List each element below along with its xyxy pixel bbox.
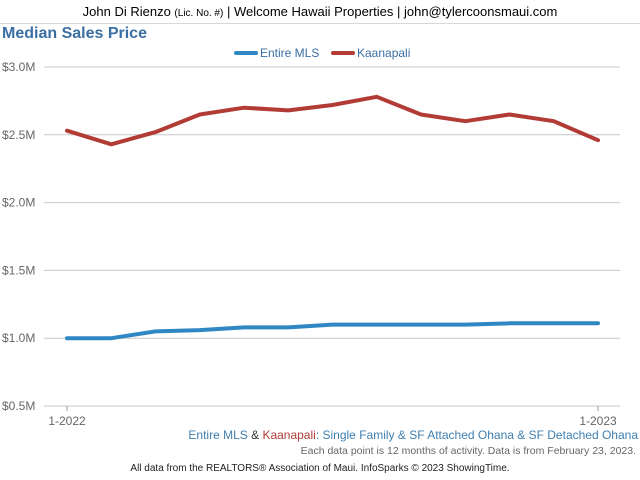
data-point	[376, 96, 378, 98]
x-tick-label: 1-2022	[48, 414, 86, 428]
data-point	[110, 337, 112, 339]
data-point	[243, 326, 245, 328]
y-tick-label: $1.5M	[2, 263, 35, 277]
data-point	[464, 120, 466, 122]
license-number: (Lic. No. #)	[174, 8, 224, 19]
data-point	[509, 113, 510, 115]
data-point	[597, 322, 599, 324]
data-point	[597, 139, 599, 141]
legend: Entire MLS Kaanapali	[234, 46, 410, 60]
data-point	[287, 326, 289, 328]
y-tick-label: $2.5M	[2, 128, 35, 142]
agent-name: John Di Rienzo	[82, 4, 171, 19]
description-amp: &	[247, 428, 263, 442]
data-point	[66, 130, 68, 132]
data-point	[464, 324, 466, 326]
data-point	[553, 120, 555, 122]
data-point	[332, 104, 333, 106]
data-point	[420, 113, 422, 115]
y-tick-label: $0.5M	[2, 399, 35, 413]
axes: $0.5M $1.0M $1.5M $2.0M $2.5M $3.0M 1-2022 1-20…	[2, 60, 617, 428]
x-tick-label: 1-2023	[579, 414, 617, 428]
legend-label: Entire MLS	[260, 46, 319, 60]
agent-header: John Di Rienzo (Lic. No. #) | Welcome Ha…	[0, 0, 640, 24]
series-description: Entire MLS & Kaanapali: Single Family & …	[188, 428, 638, 442]
description-kaanapali: Kaanapali	[262, 428, 316, 442]
data-point	[376, 324, 378, 326]
description-property-types: : Single Family & SF Attached Ohana & SF…	[315, 428, 638, 442]
y-tick-label: $3.0M	[2, 60, 35, 74]
legend-label: Kaanapali	[357, 46, 410, 60]
data-point	[420, 324, 422, 326]
data-point	[287, 109, 289, 111]
data-point	[553, 322, 555, 324]
data-note: Each data point is 12 months of activity…	[300, 445, 636, 457]
chart-title: Median Sales Price	[2, 25, 147, 42]
data-point	[332, 324, 333, 326]
data-point	[199, 113, 201, 115]
footer-credit: All data from the REALTORS® Association …	[130, 463, 510, 474]
data-point	[66, 337, 68, 339]
series-lines	[65, 94, 600, 341]
agent-contact: | Welcome Hawaii Properties | john@tyler…	[226, 4, 558, 19]
y-tick-label: $1.0M	[2, 331, 35, 345]
data-point	[509, 322, 510, 324]
data-point	[155, 131, 156, 133]
data-point	[110, 143, 112, 145]
data-point	[199, 329, 201, 331]
y-tick-label: $2.0M	[2, 196, 35, 210]
description-entire-mls: Entire MLS	[188, 428, 248, 442]
series-line-kaanapali	[65, 94, 600, 147]
data-point	[155, 330, 156, 332]
data-point	[243, 107, 245, 109]
series-line-entire-mls	[65, 321, 600, 341]
